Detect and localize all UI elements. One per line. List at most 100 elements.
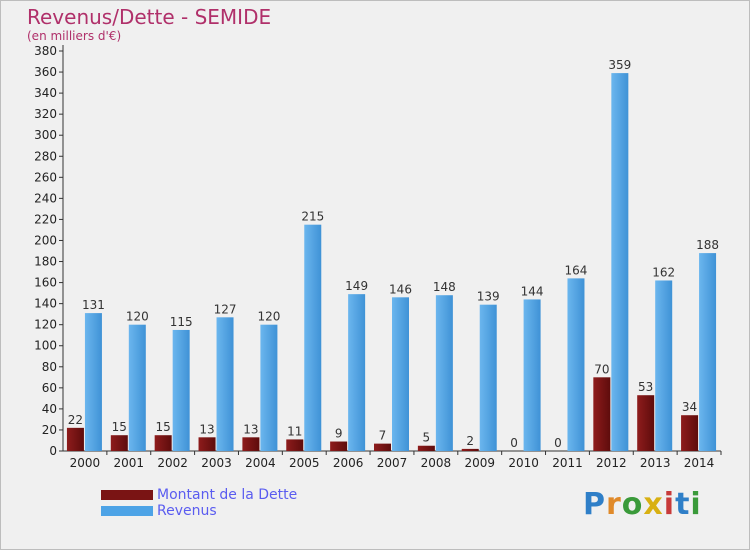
data-label-debt: 5 bbox=[423, 431, 431, 445]
logo-letter: r bbox=[606, 487, 622, 522]
x-tick-label: 2011 bbox=[552, 456, 583, 470]
legend-label-revenue: Revenus bbox=[157, 503, 217, 519]
y-tick-label: 260 bbox=[34, 170, 57, 184]
data-label-debt: 34 bbox=[682, 400, 697, 414]
chart-title: Revenus/Dette - SEMIDE bbox=[27, 5, 272, 29]
bar-debt bbox=[681, 415, 699, 451]
data-label-revenue: 188 bbox=[696, 238, 719, 252]
logo-letter: P bbox=[583, 487, 606, 522]
bar-revenue bbox=[699, 253, 717, 451]
bar-debt bbox=[461, 448, 479, 451]
x-tick-label: 2004 bbox=[245, 456, 276, 470]
x-tick-label: 2005 bbox=[289, 456, 320, 470]
data-label-revenue: 120 bbox=[257, 310, 280, 324]
x-tick-label: 2003 bbox=[201, 456, 232, 470]
y-tick-label: 80 bbox=[42, 360, 57, 374]
data-label-debt: 22 bbox=[68, 413, 83, 427]
data-label-revenue: 215 bbox=[301, 210, 324, 224]
x-tick-label: 2014 bbox=[684, 456, 715, 470]
data-label-revenue: 162 bbox=[652, 265, 675, 279]
data-label-revenue: 127 bbox=[214, 302, 237, 316]
bar-debt bbox=[330, 441, 348, 451]
y-tick-label: 160 bbox=[34, 276, 57, 290]
data-label-debt: 0 bbox=[554, 436, 562, 450]
logo-letter: t bbox=[675, 487, 691, 522]
logo-letter: i bbox=[663, 487, 676, 522]
y-tick-label: 360 bbox=[34, 65, 57, 79]
bar-debt bbox=[110, 435, 128, 451]
y-tick-label: 40 bbox=[42, 402, 57, 416]
y-tick-label: 300 bbox=[34, 128, 57, 142]
bar-debt bbox=[593, 377, 611, 451]
data-label-revenue: 139 bbox=[477, 290, 500, 304]
bar-debt bbox=[66, 427, 84, 451]
data-label-debt: 9 bbox=[335, 427, 343, 441]
legend-swatch-debt bbox=[101, 490, 153, 500]
x-tick-label: 2013 bbox=[640, 456, 671, 470]
y-tick-label: 100 bbox=[34, 339, 57, 353]
data-label-debt: 0 bbox=[510, 436, 518, 450]
data-label-debt: 13 bbox=[243, 422, 258, 436]
y-tick-label: 320 bbox=[34, 107, 57, 121]
x-tick-label: 2006 bbox=[333, 456, 364, 470]
data-label-revenue: 359 bbox=[608, 58, 631, 72]
y-tick-label: 280 bbox=[34, 149, 57, 163]
chart-subtitle: (en milliers d'€) bbox=[27, 29, 122, 43]
data-label-revenue: 149 bbox=[345, 279, 368, 293]
bar-debt bbox=[242, 437, 260, 451]
data-label-revenue: 120 bbox=[126, 310, 149, 324]
x-tick-label: 2008 bbox=[421, 456, 452, 470]
bar-revenue bbox=[479, 304, 497, 451]
data-label-revenue: 164 bbox=[565, 263, 588, 277]
y-tick-label: 220 bbox=[34, 212, 57, 226]
bar-revenue bbox=[172, 329, 190, 451]
proxiti-logo: Proxiti bbox=[583, 487, 702, 522]
bar-debt bbox=[286, 439, 304, 451]
data-label-revenue: 115 bbox=[170, 315, 193, 329]
legend-label-debt: Montant de la Dette bbox=[157, 487, 298, 503]
y-tick-label: 0 bbox=[49, 444, 57, 458]
data-label-debt: 11 bbox=[287, 424, 302, 438]
data-label-revenue: 131 bbox=[82, 298, 105, 312]
bar-revenue bbox=[435, 295, 453, 451]
bar-revenue bbox=[611, 73, 629, 452]
x-tick-label: 2009 bbox=[464, 456, 495, 470]
bar-debt bbox=[637, 395, 655, 451]
bar-revenue bbox=[392, 297, 409, 451]
logo-letter: i bbox=[690, 487, 702, 522]
y-tick-label: 120 bbox=[34, 318, 57, 332]
data-label-revenue: 146 bbox=[389, 282, 412, 296]
y-tick-label: 140 bbox=[34, 297, 57, 311]
bar-revenue bbox=[84, 313, 102, 451]
logo-letter: x bbox=[643, 487, 664, 522]
bar-revenue bbox=[523, 299, 541, 451]
bar-revenue bbox=[260, 324, 278, 451]
y-tick-label: 380 bbox=[34, 44, 57, 58]
logo-letter: o bbox=[621, 487, 644, 522]
bar-debt bbox=[374, 443, 391, 451]
legend-swatch-revenue bbox=[101, 506, 153, 516]
bar-revenue bbox=[304, 224, 322, 451]
data-label-debt: 15 bbox=[156, 420, 171, 434]
y-tick-label: 200 bbox=[34, 233, 57, 247]
x-tick-label: 2007 bbox=[377, 456, 408, 470]
y-tick-label: 340 bbox=[34, 86, 57, 100]
y-tick-label: 20 bbox=[42, 423, 57, 437]
bar-revenue bbox=[128, 324, 146, 451]
data-label-revenue: 148 bbox=[433, 280, 456, 294]
data-label-debt: 53 bbox=[638, 380, 653, 394]
bar-revenue bbox=[216, 317, 234, 451]
y-tick-label: 240 bbox=[34, 191, 57, 205]
data-label-debt: 2 bbox=[466, 434, 474, 448]
bar-debt bbox=[154, 435, 172, 451]
data-label-revenue: 144 bbox=[521, 284, 544, 298]
data-label-debt: 13 bbox=[199, 422, 214, 436]
bar-debt bbox=[198, 437, 216, 451]
x-tick-label: 2010 bbox=[508, 456, 539, 470]
data-label-debt: 7 bbox=[379, 429, 387, 443]
y-tick-label: 180 bbox=[34, 255, 57, 269]
x-tick-label: 2012 bbox=[596, 456, 627, 470]
x-tick-label: 2002 bbox=[157, 456, 188, 470]
